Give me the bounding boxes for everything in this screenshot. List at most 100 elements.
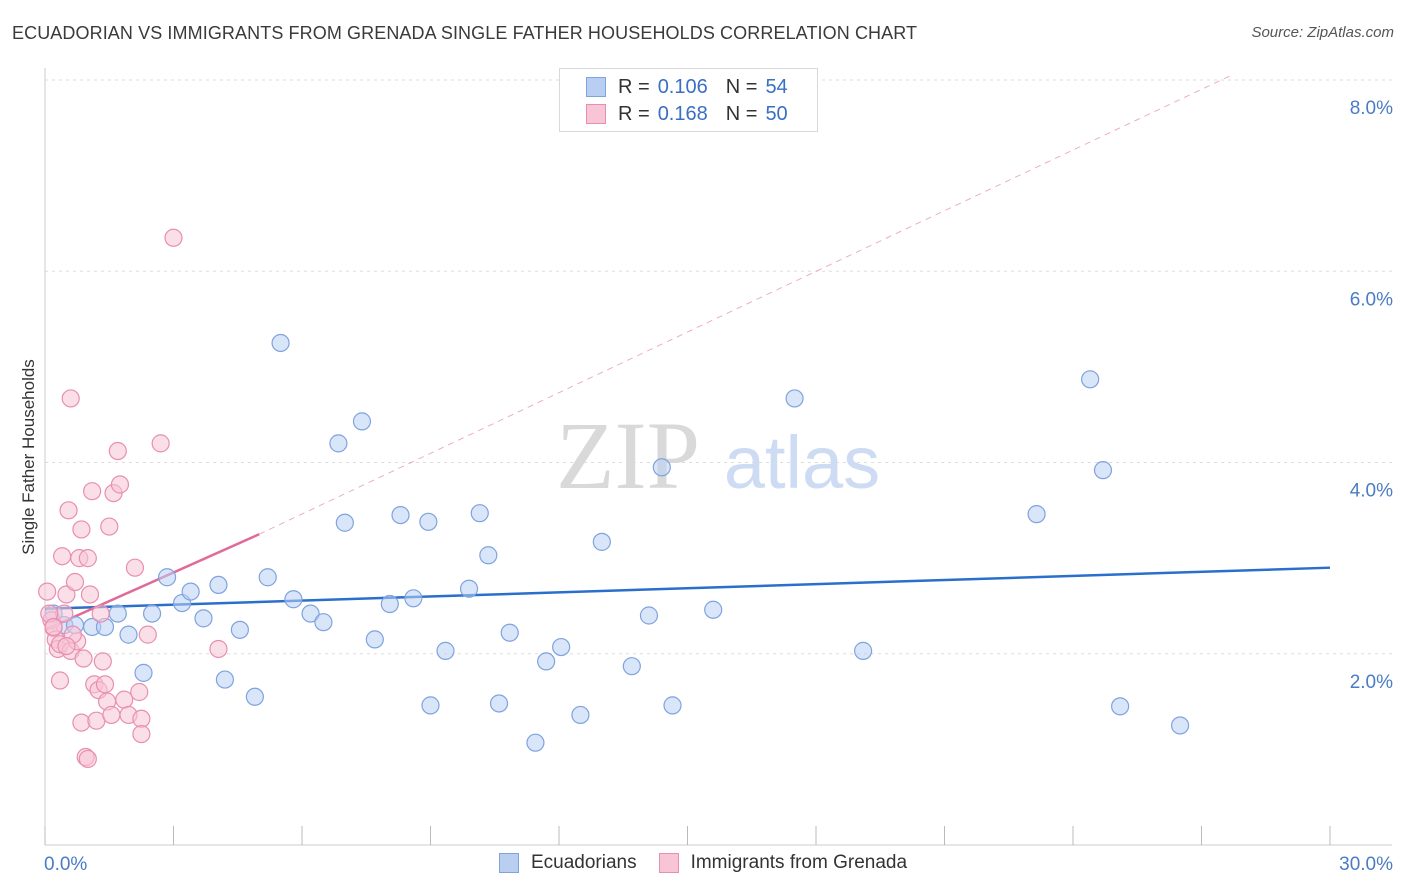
watermark-zip: ZIP [556,402,700,509]
point-ecuadorians-31 [459,579,479,598]
legend-item-ecuadorians: Ecuadorians [498,852,637,874]
point-ecuadorians-16 [258,568,277,587]
stats-legend: R = 0.106 N = 54 R = 0.168 N = 50 [559,68,818,132]
y-tick-label-4: 4.0% [1350,481,1393,502]
y-tick-label-2: 2.0% [1350,672,1393,693]
point-ecuadorians-11 [194,609,213,628]
point-grenada-34 [110,475,130,494]
point-grenada-0 [38,582,57,601]
point-ecuadorians-36 [526,733,545,752]
legend-swatch-blue [586,77,606,97]
point-ecuadorians-46 [785,389,804,408]
y-tick-label-8: 8.0% [1350,98,1393,119]
point-ecuadorians-49 [1081,370,1100,389]
point-grenada-17 [72,713,91,732]
point-ecuadorians-19 [301,604,320,623]
point-grenada-22 [83,482,102,501]
point-grenada-16 [72,520,91,539]
point-grenada-20 [78,549,97,568]
point-ecuadorians-23 [352,412,372,431]
point-ecuadorians-10 [181,582,200,601]
point-ecuadorians-27 [404,589,423,608]
trend-line-grenada [44,533,260,631]
point-grenada-21 [80,585,100,604]
point-ecuadorians-30 [436,641,455,660]
point-ecuadorians-7 [142,604,162,623]
point-grenada-28 [95,675,115,694]
point-grenada-42 [151,434,170,453]
legend-n-value: 54 [765,75,788,98]
legend-n-value: 50 [765,102,788,125]
point-ecuadorians-39 [571,705,590,725]
point-ecuadorians-47 [854,641,873,660]
point-ecuadorians-8 [157,568,177,587]
point-ecuadorians-18 [284,590,303,609]
data-points [38,228,1190,769]
point-ecuadorians-28 [419,512,438,531]
point-grenada-26 [91,604,110,623]
legend-label-ecuadorians: Ecuadorians [530,852,637,873]
point-grenada-31 [102,705,121,725]
trend-line-ecuadorians [44,566,1331,611]
point-ecuadorians-40 [592,532,611,551]
point-grenada-48 [78,749,97,769]
point-ecuadorians-37 [537,652,556,671]
point-ecuadorians-15 [245,687,264,706]
point-ecuadorians-21 [329,434,348,453]
point-ecuadorians-48 [1027,505,1046,524]
legend-r-value: 0.168 [657,102,708,125]
trend-lines [44,74,1331,631]
point-ecuadorians-17 [271,333,290,353]
point-grenada-7 [53,547,72,566]
point-ecuadorians-20 [314,613,333,632]
legend-swatch-grenada [658,853,679,873]
legend-n-label: N = [725,75,758,98]
legend-swatch-ecuadorians [498,853,519,873]
point-grenada-39 [132,709,151,728]
point-ecuadorians-45 [704,600,723,619]
point-grenada-12 [61,389,80,408]
point-grenada-30 [100,517,119,536]
point-grenada-40 [132,724,151,744]
x-tick-label-min: 0.0% [44,854,87,875]
point-ecuadorians-5 [119,625,138,644]
point-grenada-35 [115,690,134,709]
point-ecuadorians-14 [230,620,249,639]
point-ecuadorians-29 [421,696,440,715]
gridlines [45,79,1392,655]
point-ecuadorians-38 [552,637,571,657]
point-grenada-37 [125,558,145,577]
legend-swatch-pink [586,104,606,124]
watermark-atlas: atlas [724,421,880,504]
point-ecuadorians-34 [489,694,509,713]
source-label: Source: ZipAtlas.com [1251,24,1394,41]
point-ecuadorians-41 [622,657,641,676]
point-grenada-46 [44,617,63,637]
point-grenada-9 [57,585,76,604]
point-grenada-13 [65,572,85,592]
point-ecuadorians-22 [335,513,354,532]
legend-r-label: R = [618,75,650,98]
legend-item-grenada: Immigrants from Grenada [658,852,907,874]
point-ecuadorians-33 [479,546,498,565]
point-ecuadorians-50 [1093,461,1113,480]
axes [44,68,1392,846]
y-tick-label-6: 6.0% [1350,289,1393,310]
legend-r-label: R = [618,102,650,125]
point-grenada-41 [138,625,157,644]
point-grenada-44 [209,639,228,659]
point-ecuadorians-12 [209,575,228,595]
legend-n-label: N = [725,102,758,125]
point-ecuadorians-42 [639,606,659,625]
point-ecuadorians-43 [652,458,671,477]
point-ecuadorians-13 [215,670,234,689]
legend-row-grenada: R = 0.168 N = 50 [586,101,788,127]
point-ecuadorians-51 [1111,697,1130,716]
point-grenada-33 [108,441,127,461]
point-grenada-6 [50,671,70,690]
point-grenada-43 [164,228,183,247]
point-ecuadorians-52 [1170,716,1190,735]
tick-labels: 2.0% 4.0% 6.0% 8.0% 0.0% 30.0% [44,98,1393,875]
point-ecuadorians-26 [391,505,410,525]
point-grenada-38 [130,682,149,702]
